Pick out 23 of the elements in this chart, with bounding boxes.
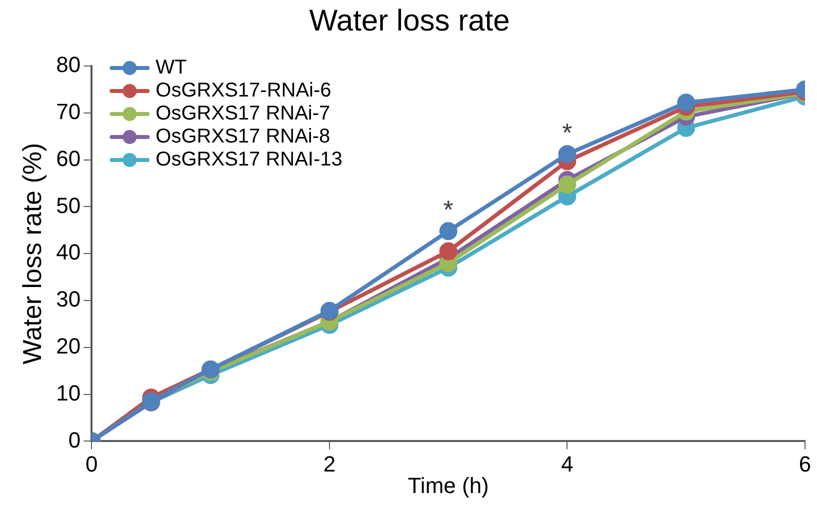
y-axis-title: Water loss rate (%) xyxy=(16,142,47,364)
x-tick-label: 6 xyxy=(798,451,812,476)
y-tick-label: 0 xyxy=(68,427,81,452)
legend-label: OsGRXS17 RNAi-8 xyxy=(156,126,330,148)
y-tick-label: 30 xyxy=(56,286,81,312)
annotation: * xyxy=(562,117,572,148)
y-tick-label: 50 xyxy=(56,192,81,218)
chart-title: Water loss rate xyxy=(309,4,510,38)
legend-label: WT xyxy=(156,56,187,79)
legend-label: OsGRXS17 RNAI-13 xyxy=(156,148,342,171)
x-tick-label: 0 xyxy=(86,451,98,476)
y-tick-label: 70 xyxy=(56,98,81,124)
legend-label: OsGRXS17 RNAi-7 xyxy=(156,102,330,125)
y-tick-label: 80 xyxy=(56,52,81,78)
x-axis-title: Time (h) xyxy=(408,472,489,498)
y-tick-label: 10 xyxy=(56,380,81,406)
legend-label: OsGRXS17-RNAi-6 xyxy=(156,80,332,102)
y-tick-label: 40 xyxy=(56,240,81,265)
annotation: * xyxy=(443,194,454,224)
y-tick-label: 60 xyxy=(56,146,81,171)
x-tick-label: 2 xyxy=(323,451,336,476)
x-tick-label: 4 xyxy=(561,451,574,476)
y-tick-label: 20 xyxy=(56,333,81,358)
